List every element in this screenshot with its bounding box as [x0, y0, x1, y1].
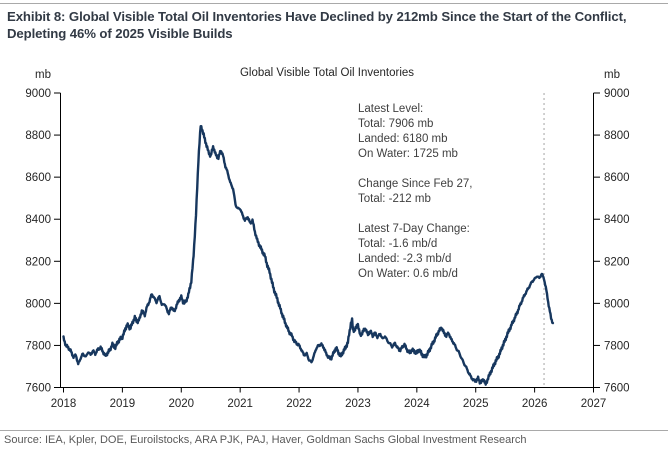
y-tick-label-right: 8400: [604, 214, 630, 226]
x-tick-label: 2023: [345, 398, 371, 410]
x-tick-label: 2027: [581, 398, 607, 410]
oil-inventories-chart: Global Visible Total Oil Inventories mb mb…: [0, 57, 668, 427]
y-tick-label-left: 8600: [25, 172, 51, 184]
x-tick-label: 2026: [522, 398, 548, 410]
x-tick-label: 2019: [110, 398, 136, 410]
chart-title: Global Visible Total Oil Inventories: [240, 67, 414, 79]
y-axis-unit-left: mb: [35, 69, 51, 81]
y-tick-label-right: 8200: [604, 256, 630, 268]
y-tick-label-right: 9000: [604, 88, 630, 100]
inventory-series-line: [62, 125, 555, 386]
exhibit-title: Exhibit 8: Global Visible Total Oil Inve…: [7, 9, 627, 41]
x-tick-label: 2021: [227, 398, 253, 410]
x-tick-label: 2018: [51, 398, 77, 410]
y-tick-label-right: 7800: [604, 340, 630, 352]
y-tick-label-right: 8600: [604, 172, 630, 184]
chart-canvas: Global Visible Total Oil Inventories mb mb…: [25, 67, 630, 410]
bottom-divider: [0, 430, 668, 431]
y-tick-label-right: 8000: [604, 298, 630, 310]
x-tick-label: 2020: [168, 398, 194, 410]
chart-annotation: Latest Level: Total: 7906 mb Landed: 618…: [358, 103, 473, 280]
y-tick-label-left: 9000: [25, 88, 51, 100]
y-tick-label-left: 8800: [25, 130, 51, 142]
y-tick-label-left: 8000: [25, 298, 51, 310]
y-tick-label-left: 8200: [25, 256, 51, 268]
x-tick-label: 2024: [404, 398, 430, 410]
y-tick-label-left: 7600: [25, 383, 51, 395]
x-tick-label: 2022: [286, 398, 312, 410]
y-tick-label-left: 7800: [25, 340, 51, 352]
source-note: Source: IEA, Kpler, DOE, Euroilstocks, A…: [4, 434, 527, 446]
top-divider: [0, 3, 668, 4]
y-tick-label-right: 7600: [604, 383, 630, 395]
y-tick-label-right: 8800: [604, 130, 630, 142]
x-tick-label: 2025: [463, 398, 489, 410]
y-axis-unit-right: mb: [604, 69, 620, 81]
y-tick-label-left: 8400: [25, 214, 51, 226]
